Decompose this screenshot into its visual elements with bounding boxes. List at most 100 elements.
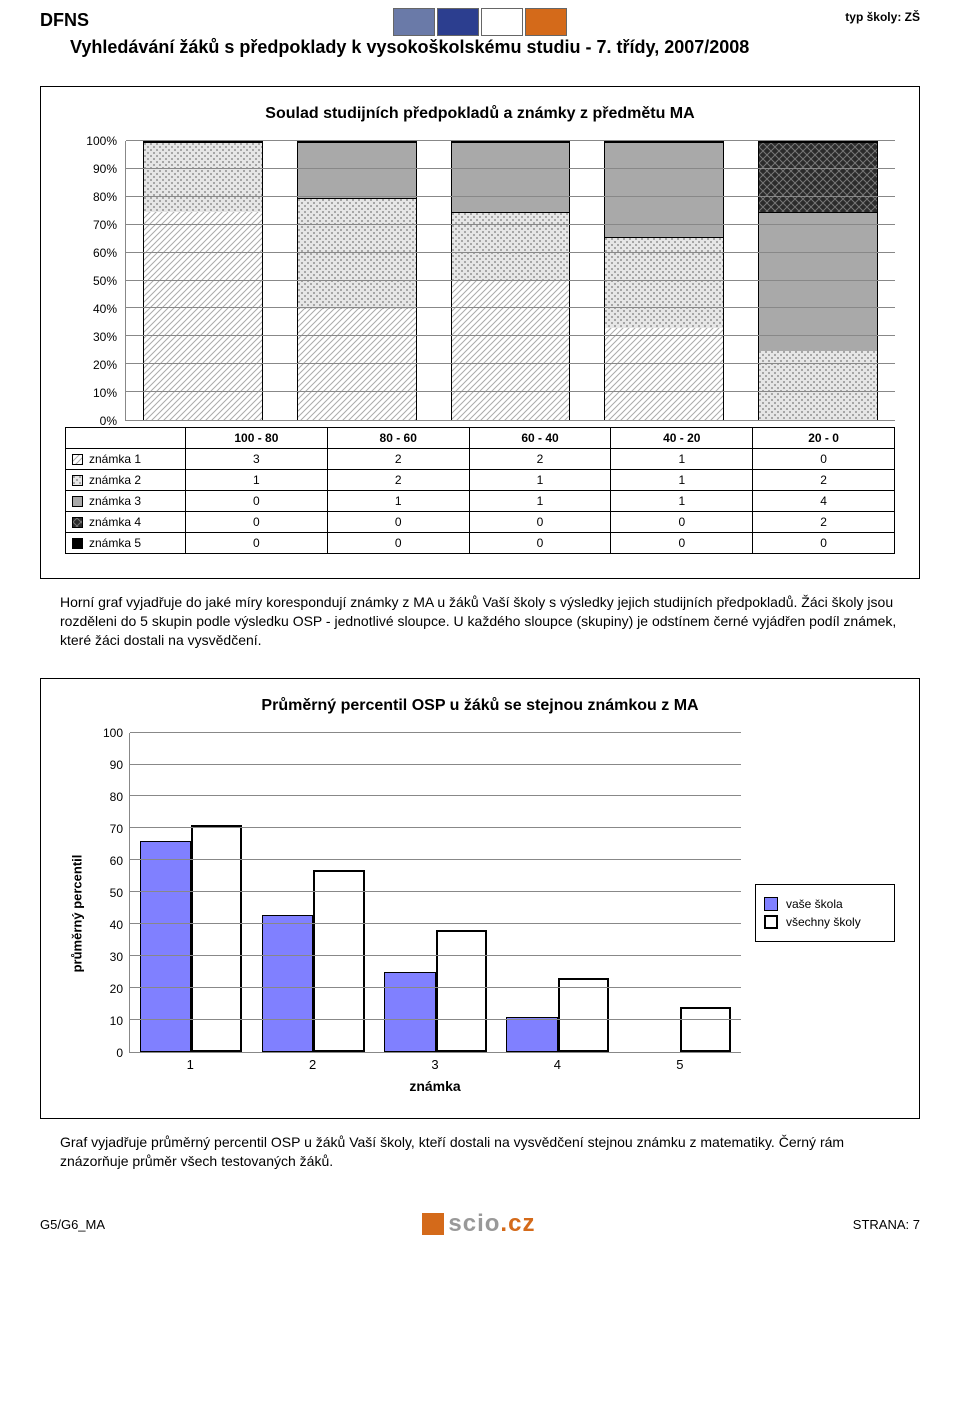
bar-segment	[759, 212, 877, 351]
ytick-label: 40	[110, 918, 123, 932]
table-cell: 0	[753, 449, 895, 470]
xtick-label: 5	[619, 1053, 741, 1072]
gridline	[130, 955, 741, 956]
ytick-label: 0	[116, 1046, 123, 1060]
gridline	[126, 252, 895, 253]
ytick-label: 50%	[93, 274, 117, 288]
gridline	[126, 363, 895, 364]
header-flags	[393, 8, 567, 36]
ytick-label: 90%	[93, 162, 117, 176]
ytick-label: 20	[110, 982, 123, 996]
table-cell: 2	[327, 470, 469, 491]
header-typ-label: typ školy:	[845, 10, 901, 24]
table-cell: 3	[186, 449, 328, 470]
bar-segment	[298, 142, 416, 198]
bar	[558, 978, 609, 1051]
table-header-cell: 40 - 20	[611, 428, 753, 449]
bar-segment	[605, 237, 723, 329]
header-typ: typ školy: ZŠ	[845, 10, 920, 24]
footer-right: STRANA: 7	[853, 1217, 920, 1232]
bar-slot	[126, 141, 280, 420]
table-row-label: známka 5	[66, 533, 186, 554]
chart2-legend: vaše škola všechny školy	[755, 884, 895, 942]
bar-segment	[144, 212, 262, 421]
gridline	[130, 859, 741, 860]
footer: G5/G6_MA scio.cz STRANA: 7	[40, 1210, 920, 1238]
legend-swatch-icon	[72, 496, 83, 507]
bar-group	[619, 733, 741, 1052]
gridline	[126, 307, 895, 308]
ytick-label: 20%	[93, 358, 117, 372]
legend-swatch-icon	[764, 897, 778, 911]
bar-segment	[605, 328, 723, 420]
bar-group	[497, 733, 619, 1052]
legend-label: vaše škola	[786, 897, 843, 911]
table-cell: 1	[469, 470, 611, 491]
gridline	[130, 987, 741, 988]
bar-segment	[452, 212, 570, 282]
bar-segment	[298, 309, 416, 420]
gridline	[130, 764, 741, 765]
bar-group	[252, 733, 374, 1052]
gridline	[130, 891, 741, 892]
gridline	[130, 732, 741, 733]
table-header-cell: 80 - 60	[327, 428, 469, 449]
chart1-plot	[125, 141, 895, 421]
table-header-cell: 60 - 40	[469, 428, 611, 449]
legend-swatch-icon	[764, 915, 778, 929]
table-header-cell: 100 - 80	[186, 428, 328, 449]
table-cell: 2	[469, 449, 611, 470]
table-cell: 0	[611, 512, 753, 533]
legend-swatch-icon	[72, 538, 83, 549]
ytick-label: 100	[103, 726, 123, 740]
table-row-label: známka 1	[66, 449, 186, 470]
table-cell: 1	[469, 491, 611, 512]
table-cell: 0	[186, 512, 328, 533]
legend-swatch-icon	[72, 517, 83, 528]
table-row: známka 400002	[66, 512, 895, 533]
table-row: známka 301114	[66, 491, 895, 512]
footer-left: G5/G6_MA	[40, 1217, 105, 1232]
ytick-label: 60	[110, 854, 123, 868]
stacked-bar	[758, 141, 878, 420]
bar	[384, 972, 435, 1052]
bar-slot	[434, 141, 588, 420]
chart2-plot-wrap: 1009080706050403020100 12345 známka	[89, 733, 741, 1094]
gridline	[130, 795, 741, 796]
series-label: známka 4	[89, 515, 141, 529]
stacked-bar	[451, 141, 571, 420]
chart1-plot-wrap: 100%90%80%70%60%50%40%30%20%10%0%	[65, 141, 895, 421]
flag-icon	[481, 8, 523, 36]
xtick-label: 4	[496, 1053, 618, 1072]
bar	[436, 930, 487, 1051]
chart1-bars	[126, 141, 895, 420]
logo-text: scio	[448, 1210, 500, 1238]
legend-swatch-icon	[72, 454, 83, 465]
bar-segment	[452, 142, 570, 212]
gridline	[126, 196, 895, 197]
ytick-label: 80%	[93, 190, 117, 204]
paragraph-2: Graf vyjadřuje průměrný percentil OSP u …	[60, 1133, 900, 1171]
table-cell: 1	[611, 449, 753, 470]
table-cell: 0	[469, 533, 611, 554]
page-title: Vyhledávání žáků s předpoklady k vysokoš…	[70, 37, 920, 58]
table-cell: 0	[327, 512, 469, 533]
paragraph-1: Horní graf vyjadřuje do jaké míry koresp…	[60, 593, 900, 650]
table-header-blank	[66, 428, 186, 449]
flag-icon	[393, 8, 435, 36]
chart2-ylabel: průměrný percentil	[70, 854, 85, 972]
scio-logo: scio.cz	[422, 1210, 535, 1238]
chart2-yaxis: 1009080706050403020100	[89, 733, 129, 1053]
legend-label: všechny školy	[786, 915, 861, 929]
table-cell: 0	[186, 491, 328, 512]
gridline	[130, 1019, 741, 1020]
bar	[506, 1017, 557, 1052]
ytick-label: 100%	[86, 134, 117, 148]
table-header-cell: 20 - 0	[753, 428, 895, 449]
table-cell: 4	[753, 491, 895, 512]
table-cell: 2	[753, 470, 895, 491]
logo-suffix: .cz	[500, 1210, 535, 1238]
table-row-label: známka 3	[66, 491, 186, 512]
gridline	[130, 923, 741, 924]
table-cell: 1	[327, 491, 469, 512]
